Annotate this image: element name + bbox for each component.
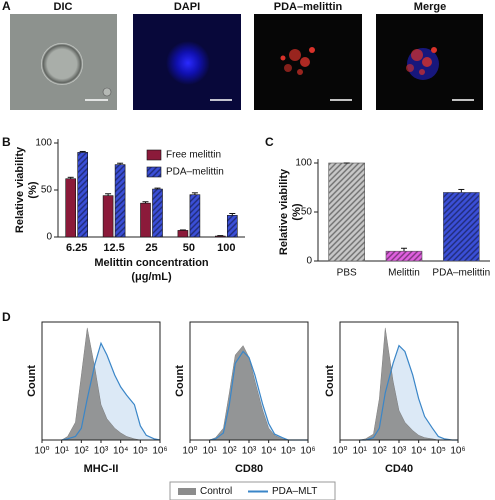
- legend-swatch: [146, 166, 162, 178]
- x-tick-label: 50: [183, 242, 195, 254]
- y-axis-label: Relative viability: [14, 146, 26, 233]
- bar: [189, 194, 201, 238]
- x-axis-label: MHC-II: [84, 463, 119, 475]
- x-tick-label: 10²: [372, 446, 387, 457]
- x-tick-label: 10⁰: [34, 446, 49, 457]
- x-tick-label: 10⁴: [261, 446, 276, 457]
- x-axis-label: Melittin concentration: [94, 257, 209, 269]
- bar: [140, 202, 151, 238]
- x-tick-label: 10¹: [54, 446, 69, 457]
- histogram-line: [359, 344, 458, 441]
- x-tick-label: 12.5: [103, 242, 124, 254]
- y-axis-label: Count: [174, 365, 186, 397]
- y-axis-label: (%): [27, 181, 39, 198]
- panel-label: D: [2, 310, 11, 324]
- legend-swatch: [146, 149, 162, 161]
- x-tick-label: 10⁰: [332, 446, 347, 457]
- image-title: Merge: [414, 1, 446, 13]
- x-axis-label: CD80: [235, 463, 263, 475]
- y-axis-label: (%): [291, 203, 303, 220]
- cell: [102, 87, 112, 97]
- image-title: PDA–melittin: [274, 1, 343, 13]
- bar: [65, 178, 76, 238]
- x-axis-label: (μg/mL): [131, 271, 172, 283]
- x-tick-label: 10¹: [352, 446, 367, 457]
- bar: [152, 188, 163, 238]
- x-tick-label: 10³: [94, 446, 109, 457]
- panel-label: B: [2, 135, 11, 149]
- panel-label: A: [2, 0, 11, 13]
- bar: [443, 192, 480, 262]
- x-tick-label: 6.25: [66, 242, 87, 254]
- x-tick-label: PBS: [337, 268, 357, 279]
- y-axis-label: Relative viability: [278, 168, 290, 255]
- nucleus: [166, 41, 210, 85]
- bar: [177, 230, 189, 238]
- x-tick-label: 10¹: [202, 446, 217, 457]
- legend-label: Control: [200, 486, 232, 497]
- x-tick-label: 10²: [74, 446, 89, 457]
- red-signal: [280, 47, 315, 75]
- y-tick-label: 100: [35, 138, 52, 149]
- legend-swatch: [178, 488, 196, 495]
- x-tick-label: 10⁵: [133, 446, 148, 457]
- y-tick-label: 0: [46, 232, 52, 243]
- y-axis-label: Count: [324, 365, 336, 397]
- x-tick-label: 10⁶: [300, 446, 315, 457]
- micrographs: [10, 14, 483, 110]
- image-title: DAPI: [174, 1, 200, 13]
- x-tick-label: PDA–melittin: [432, 268, 490, 279]
- bar: [227, 215, 238, 238]
- bar: [385, 250, 423, 262]
- x-tick-label: 10³: [392, 446, 407, 457]
- legend-label: Free melittin: [166, 150, 221, 161]
- y-tick-label: 50: [41, 185, 53, 196]
- bar: [102, 195, 114, 238]
- bar: [215, 235, 226, 238]
- x-tick-label: 10⁶: [152, 446, 167, 457]
- x-tick-label: 10⁴: [411, 446, 426, 457]
- histogram-area: [359, 345, 458, 440]
- x-tick-label: 100: [217, 242, 235, 254]
- x-axis-label: CD40: [385, 463, 413, 475]
- bar: [77, 152, 88, 238]
- x-tick-label: 10⁶: [450, 446, 465, 457]
- y-tick-label: 100: [295, 158, 312, 169]
- legend-frame: [169, 481, 336, 500]
- x-tick-label: 10²: [222, 446, 237, 457]
- y-tick-label: 0: [306, 256, 312, 267]
- bar: [114, 164, 126, 238]
- x-tick-label: 25: [145, 242, 157, 254]
- x-tick-label: 10⁰: [182, 446, 197, 457]
- x-tick-label: 10³: [242, 446, 257, 457]
- cell: [41, 43, 83, 85]
- x-tick-label: Melittin: [388, 268, 420, 279]
- x-tick-label: 10⁵: [431, 446, 446, 457]
- histogram-line: [61, 341, 161, 441]
- bar: [328, 162, 365, 262]
- x-tick-label: 10⁵: [281, 446, 296, 457]
- image-title: DIC: [54, 1, 73, 13]
- y-tick-label: 50: [301, 207, 313, 218]
- x-tick-label: 10⁴: [113, 446, 128, 457]
- legend-label: PDA–MLT: [272, 486, 317, 497]
- red-signal: [406, 47, 437, 75]
- legend-label: PDA–melittin: [166, 167, 224, 178]
- panel-label: C: [265, 135, 274, 149]
- y-axis-label: Count: [26, 365, 38, 397]
